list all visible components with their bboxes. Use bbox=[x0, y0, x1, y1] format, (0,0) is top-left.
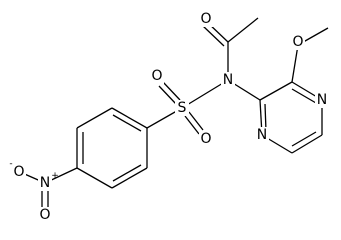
molecule: O O N N N S O O N + O - O bbox=[9, 11, 329, 223]
atom-label: O bbox=[13, 164, 24, 180]
atom-label: O bbox=[292, 34, 303, 50]
atom-label: O bbox=[151, 68, 162, 84]
atom-label: O bbox=[39, 207, 50, 223]
bonds bbox=[19, 17, 329, 210]
atom-label: O bbox=[200, 11, 211, 27]
atom-label: N bbox=[257, 127, 267, 143]
atom-label: N bbox=[223, 72, 233, 88]
charge: + bbox=[51, 171, 59, 181]
atom-labels: O O N N N S O O N + O - O bbox=[9, 11, 329, 223]
atom-label: N bbox=[317, 92, 327, 108]
atom-label: N bbox=[40, 175, 50, 191]
atom-label: S bbox=[178, 100, 187, 116]
charge: - bbox=[9, 159, 12, 169]
atom-label: O bbox=[200, 131, 211, 147]
